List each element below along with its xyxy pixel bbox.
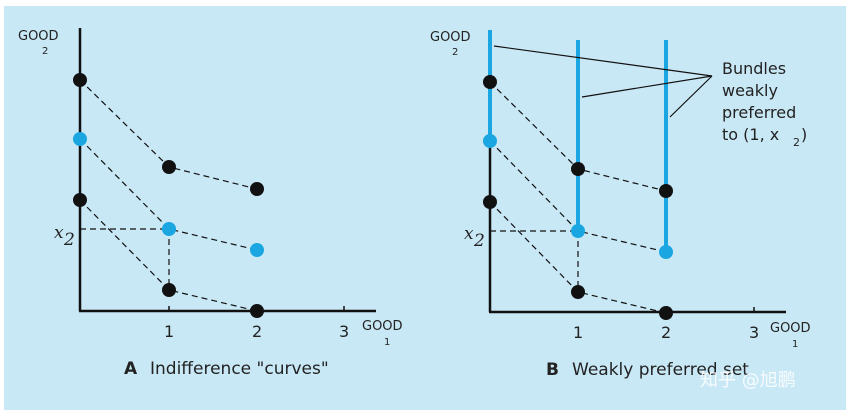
panel-a-x2-label: x bbox=[54, 223, 64, 243]
panel-b-callout-line-3: preferred bbox=[722, 103, 796, 122]
panel-b-caption-letter: B bbox=[546, 360, 559, 380]
figure-background bbox=[4, 6, 846, 410]
panel-b-y-axis-sub: 2 bbox=[452, 47, 458, 58]
panel-b-point bbox=[571, 285, 585, 299]
panel-b-x2-sub: 2 bbox=[473, 231, 485, 251]
panel-b-point bbox=[659, 184, 673, 198]
panel-a-curve-middle bbox=[79, 138, 258, 251]
panel-a-point bbox=[162, 283, 176, 297]
panel-b-tick-3: 3 bbox=[749, 323, 759, 342]
panel-b-callout-line-2: weakly bbox=[722, 81, 778, 100]
panel-a-y-axis-label: GOOD bbox=[18, 29, 59, 44]
panel-a-point bbox=[250, 304, 264, 318]
panel-a-tick-1: 1 bbox=[164, 322, 174, 341]
panel-b-caption-text: Weakly preferred set bbox=[572, 360, 749, 380]
panel-a-tick-2: 2 bbox=[252, 322, 262, 341]
panel-a-tick-3: 3 bbox=[339, 322, 349, 341]
panel-a-x2-sub: 2 bbox=[63, 230, 75, 250]
panel-b-tick-2: 2 bbox=[661, 323, 671, 342]
panel-b-point-highlight bbox=[571, 224, 585, 238]
panel-a-curve-bottom bbox=[79, 199, 258, 312]
panel-a-point-highlight bbox=[250, 243, 264, 257]
panel-b-y-axis-label: GOOD bbox=[430, 30, 471, 45]
panel-b-point bbox=[659, 306, 673, 320]
panel-a-point-highlight bbox=[73, 132, 87, 146]
panel-b-point bbox=[571, 162, 585, 176]
panel-a-point bbox=[73, 73, 87, 87]
panel-b-point-highlight bbox=[483, 134, 497, 148]
panel-a-caption-text: Indifference "curves" bbox=[150, 359, 329, 379]
panel-b-callout-pointer-0 bbox=[493, 45, 713, 77]
panel-b-x-axis-label: GOOD bbox=[770, 321, 811, 336]
panel-a-point bbox=[73, 193, 87, 207]
panel-a-y-axis-sub: 2 bbox=[42, 46, 48, 57]
panel-b-callout-pointer-1 bbox=[581, 75, 713, 98]
panel-b-callout-pointer-2 bbox=[669, 75, 713, 118]
panel-a-x-axis-sub: 1 bbox=[384, 337, 390, 348]
panel-a-point-highlight bbox=[162, 222, 176, 236]
panel-b-point bbox=[483, 195, 497, 209]
panel-b-callout-line-4: to (1, x bbox=[722, 125, 779, 144]
panel-a-x-axis-label: GOOD bbox=[362, 319, 403, 334]
panel-a: GOOD 2 GOOD 1 1 2 3 x 2 A Indiffe bbox=[18, 28, 403, 379]
panel-b-x-axis-sub: 1 bbox=[792, 339, 798, 350]
watermark: 知乎 @旭鹏 bbox=[700, 370, 796, 391]
panel-b-point bbox=[483, 75, 497, 89]
panel-a-point bbox=[250, 182, 264, 196]
panel-b-tick-1: 1 bbox=[573, 323, 583, 342]
panel-a-point bbox=[162, 160, 176, 174]
panel-a-caption-letter: A bbox=[124, 359, 138, 379]
panel-b-point-highlight bbox=[659, 245, 673, 259]
panel-b-callout-line-1: Bundles bbox=[722, 59, 786, 78]
panel-b-callout-sub: 2 bbox=[793, 136, 800, 149]
panel-b: GOOD 2 GOOD 1 1 2 3 x 2 Bu bbox=[430, 30, 811, 380]
panel-b-callout-close: ) bbox=[801, 125, 807, 144]
panel-b-x2-label: x bbox=[464, 224, 474, 244]
